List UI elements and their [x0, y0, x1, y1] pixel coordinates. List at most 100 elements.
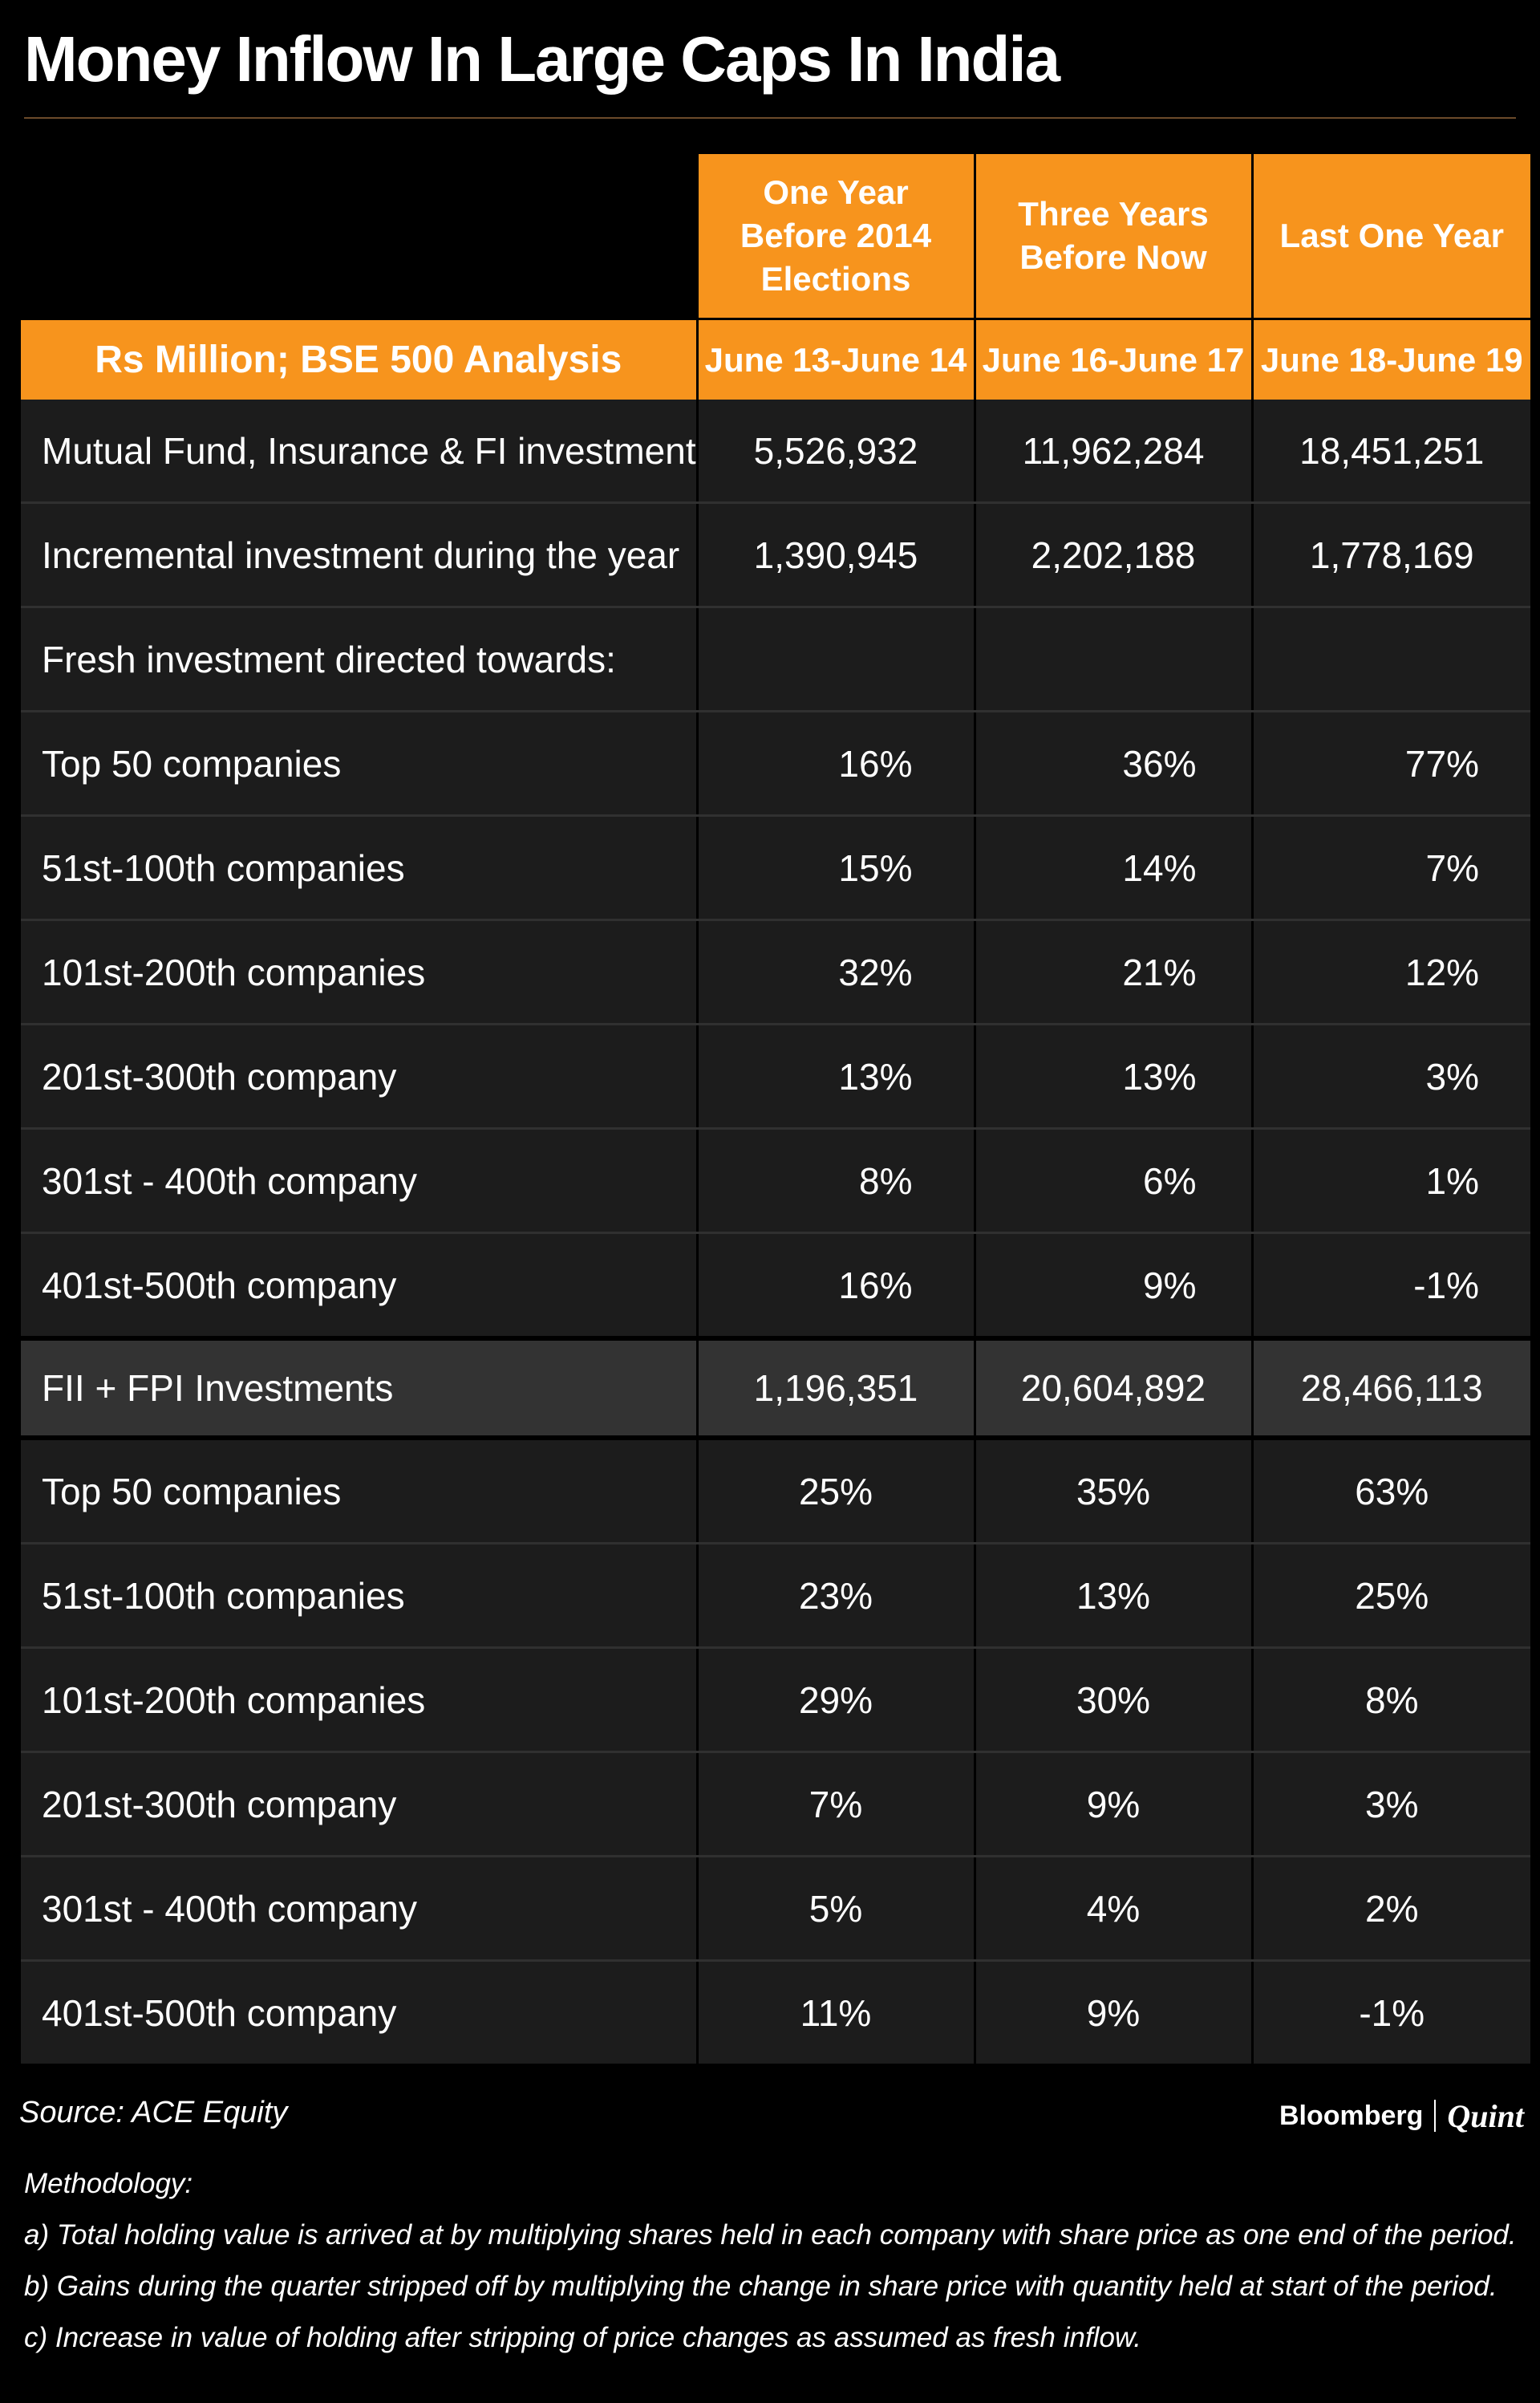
row-label: Top 50 companies: [21, 1438, 697, 1544]
value-cell: -1%: [1250, 1960, 1530, 2064]
table-row: 101st-200th companies 29% 30% 8%: [21, 1647, 1530, 1753]
methodology-item: c) Increase in value of holding after st…: [24, 2322, 1141, 2353]
value-cell: 5%: [695, 1856, 975, 1962]
row-label: Top 50 companies: [21, 711, 697, 817]
value-cell: 29%: [695, 1647, 975, 1753]
value-cell: 5,526,932: [695, 400, 975, 504]
value-cell: 11,962,284: [973, 400, 1252, 504]
value-cell: 18,451,251: [1250, 400, 1530, 504]
page-title: Money Inflow In Large Caps In India: [24, 23, 1060, 95]
value-cell: 77%: [1250, 711, 1530, 817]
row-label: 401st-500th company: [21, 1960, 697, 2064]
value-cell: 32%: [695, 919, 975, 1025]
logo-divider: [1434, 2100, 1437, 2132]
header-blank-cell: [21, 154, 697, 320]
table-row: 301st - 400th company 8% 6% 1%: [21, 1128, 1530, 1234]
value-cell: 7%: [1250, 815, 1530, 921]
value-cell: 7%: [695, 1752, 975, 1857]
row-label: 301st - 400th company: [21, 1128, 697, 1234]
row-label: 401st-500th company: [21, 1232, 697, 1341]
table-row: 51st-100th companies 15% 14% 7%: [21, 815, 1530, 921]
column-header: Last One Year: [1250, 154, 1530, 320]
table-row: 201st-300th company 7% 9% 3%: [21, 1752, 1530, 1857]
row-label: Mutual Fund, Insurance & FI investments: [21, 400, 697, 504]
value-cell: 2%: [1250, 1856, 1530, 1962]
value-cell: 6%: [973, 1128, 1252, 1234]
row-label: 201st-300th company: [21, 1024, 697, 1130]
value-cell: 21%: [973, 919, 1252, 1025]
methodology-notes: Methodology: a) Total holding value is a…: [24, 2158, 1524, 2364]
value-cell: 14%: [973, 815, 1252, 921]
value-cell: -1%: [1250, 1232, 1530, 1341]
table-row: Mutual Fund, Insurance & FI investments 5…: [21, 400, 1530, 504]
value-cell: 1,778,169: [1250, 502, 1530, 608]
data-table: One Year Before 2014 Elections Three Yea…: [21, 154, 1530, 2064]
row-label: 101st-200th companies: [21, 1647, 697, 1753]
table-row: 401st-500th company 11% 9% -1%: [21, 1960, 1530, 2064]
table-row: Fresh investment directed towards:: [21, 607, 1530, 712]
row-label: 301st - 400th company: [21, 1856, 697, 1962]
value-cell: [1250, 607, 1530, 712]
column-period: June 18-June 19: [1250, 319, 1530, 400]
value-cell: 9%: [973, 1960, 1252, 2064]
period-header-row: Rs Million; BSE 500 Analysis June 13-Jun…: [21, 319, 1530, 400]
value-cell: 13%: [695, 1024, 975, 1130]
value-cell: 1%: [1250, 1128, 1530, 1234]
row-label: Incremental investment during the year: [21, 502, 697, 608]
logo-sub: Quint: [1447, 2097, 1524, 2134]
bloomberg-quint-logo: Bloomberg Quint: [1279, 2096, 1524, 2136]
value-cell: 1,196,351: [695, 1338, 975, 1440]
value-cell: 25%: [695, 1438, 975, 1544]
value-cell: 9%: [973, 1232, 1252, 1341]
title-divider: [24, 117, 1516, 119]
value-cell: 25%: [1250, 1543, 1530, 1649]
value-cell: 23%: [695, 1543, 975, 1649]
value-cell: 13%: [973, 1024, 1252, 1130]
value-cell: 12%: [1250, 919, 1530, 1025]
value-cell: 8%: [1250, 1647, 1530, 1753]
row-label: 101st-200th companies: [21, 919, 697, 1025]
column-period: June 16-June 17: [973, 319, 1252, 400]
value-cell: 9%: [973, 1752, 1252, 1857]
value-cell: 11%: [695, 1960, 975, 2064]
value-cell: 4%: [973, 1856, 1252, 1962]
unit-label: Rs Million; BSE 500 Analysis: [21, 319, 697, 400]
table-row: Top 50 companies 16% 36% 77%: [21, 711, 1530, 817]
row-label: Fresh investment directed towards:: [21, 607, 697, 712]
value-cell: 36%: [973, 711, 1252, 817]
table-row: Top 50 companies 25% 35% 63%: [21, 1438, 1530, 1544]
table-row: 401st-500th company 16% 9% -1%: [21, 1232, 1530, 1341]
row-label: 201st-300th company: [21, 1752, 697, 1857]
column-header: One Year Before 2014 Elections: [695, 154, 975, 320]
value-cell: 63%: [1250, 1438, 1530, 1544]
methodology-heading: Methodology:: [24, 2168, 193, 2199]
column-period: June 13-June 14: [695, 319, 975, 400]
value-cell: 1,390,945: [695, 502, 975, 608]
logo-brand: Bloomberg: [1279, 2100, 1424, 2131]
value-cell: 35%: [973, 1438, 1252, 1544]
row-label: FII + FPI Investments: [21, 1338, 697, 1440]
value-cell: 16%: [695, 1232, 975, 1341]
value-cell: 2,202,188: [973, 502, 1252, 608]
table-row: 51st-100th companies 23% 13% 25%: [21, 1543, 1530, 1649]
value-cell: 20,604,892: [973, 1338, 1252, 1440]
table-row: 201st-300th company 13% 13% 3%: [21, 1024, 1530, 1130]
row-label: 51st-100th companies: [21, 1543, 697, 1649]
value-cell: 8%: [695, 1128, 975, 1234]
value-cell: [695, 607, 975, 712]
value-cell: 3%: [1250, 1024, 1530, 1130]
value-cell: [973, 607, 1252, 712]
value-cell: 15%: [695, 815, 975, 921]
table-row: 301st - 400th company 5% 4% 2%: [21, 1856, 1530, 1962]
value-cell: 3%: [1250, 1752, 1530, 1857]
value-cell: 16%: [695, 711, 975, 817]
row-label: 51st-100th companies: [21, 815, 697, 921]
value-cell: 13%: [973, 1543, 1252, 1649]
value-cell: 30%: [973, 1647, 1252, 1753]
methodology-item: a) Total holding value is arrived at by …: [24, 2219, 1517, 2251]
table-row: Incremental investment during the year 1,…: [21, 502, 1530, 608]
column-header: Three Years Before Now: [973, 154, 1252, 320]
value-cell: 28,466,113: [1250, 1338, 1530, 1440]
table-row: 101st-200th companies 32% 21% 12%: [21, 919, 1530, 1025]
source-note: Source: ACE Equity: [19, 2096, 288, 2129]
